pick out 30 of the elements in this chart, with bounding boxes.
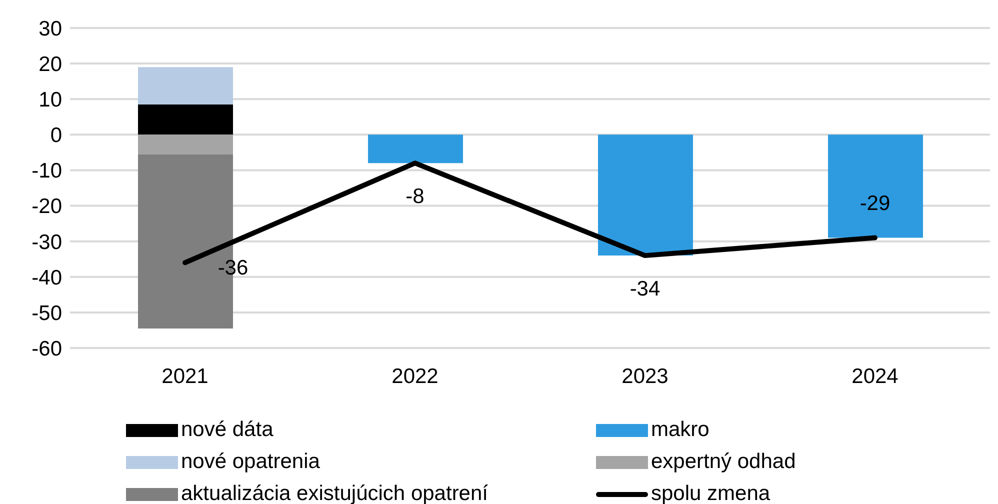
y-tick-label: 30 — [38, 17, 62, 40]
y-tick-label: -30 — [32, 230, 62, 254]
data-label: -29 — [860, 192, 890, 215]
legend-label: spolu zmena — [651, 482, 770, 504]
y-tick-label: 10 — [38, 88, 62, 112]
data-label: -34 — [630, 278, 660, 301]
x-tick-label: 2024 — [852, 364, 899, 388]
y-tick-label: -60 — [32, 337, 62, 360]
y-tick-label: 20 — [38, 53, 62, 76]
bar — [138, 67, 233, 104]
legend-label: expertný odhad — [651, 450, 796, 474]
legend-label: nové opatrenia — [181, 450, 320, 474]
data-label: -36 — [218, 256, 248, 280]
bar — [598, 134, 693, 256]
y-tick-label: 0 — [50, 124, 62, 148]
x-tick-label: 2022 — [392, 364, 438, 388]
x-tick-label: 2021 — [162, 364, 208, 388]
legend-label: aktualizácia existujúcich opatrení — [181, 482, 488, 504]
y-tick-label: -20 — [32, 195, 62, 218]
legend-label: nové dáta — [181, 418, 274, 442]
y-tick-label: -40 — [32, 266, 62, 290]
x-tick-label: 2023 — [622, 364, 668, 388]
bar — [138, 104, 233, 135]
bar — [368, 134, 463, 164]
bar — [828, 134, 923, 238]
y-tick-label: -50 — [32, 302, 62, 325]
legend-label: makro — [651, 418, 710, 442]
data-label: -8 — [406, 185, 424, 208]
bar — [138, 134, 233, 154]
y-tick-label: -10 — [32, 160, 62, 183]
